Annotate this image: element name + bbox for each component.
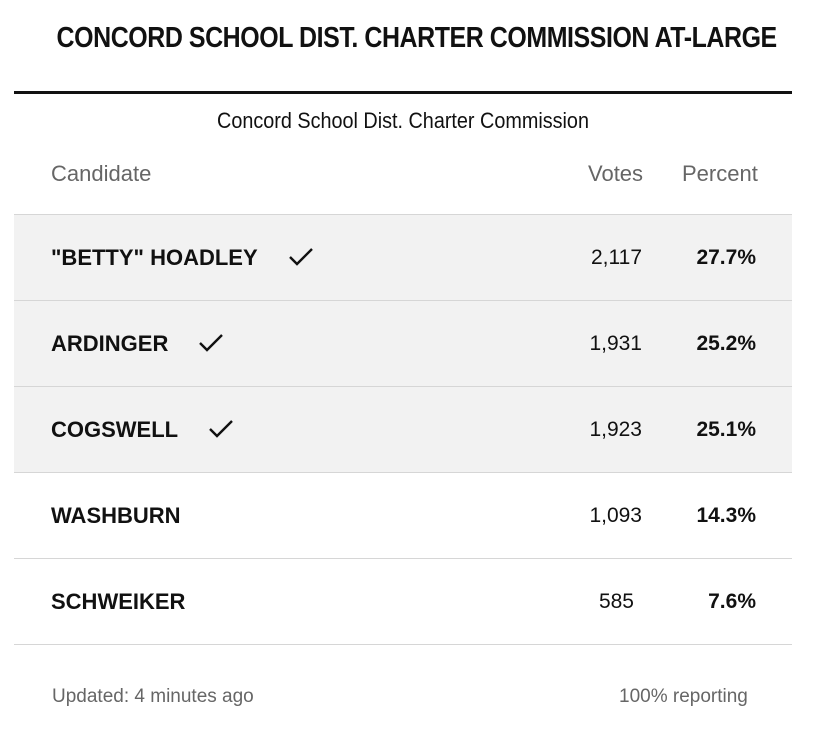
column-header-votes: Votes <box>588 161 644 186</box>
title-divider <box>14 91 792 94</box>
column-header-candidate: Candidate <box>51 161 152 186</box>
candidate-name-cell: COGSWELL <box>51 387 234 472</box>
percent-cell: 27.7% <box>696 246 756 269</box>
votes-cell: 1,093 <box>589 504 642 527</box>
updated-timestamp: Updated: 4 minutes ago <box>52 686 254 707</box>
table-row: ARDINGER 1,931 25.2% <box>14 300 792 386</box>
checkmark-icon <box>199 334 224 352</box>
column-header-percent: Percent <box>682 161 758 186</box>
percent-cell: 25.1% <box>696 418 756 441</box>
checkmark-icon <box>209 420 233 438</box>
table-row: "BETTY" HOADLEY 2,117 27.7% <box>14 214 792 300</box>
results-table: "BETTY" HOADLEY 2,117 27.7% ARDINGER 1,9… <box>14 214 792 645</box>
candidate-name: ARDINGER <box>51 331 169 356</box>
table-row: COGSWELL 1,923 25.1% <box>14 386 792 472</box>
candidate-name: SCHWEIKER <box>51 589 186 614</box>
candidate-name: COGSWELL <box>51 417 179 442</box>
percent-cell: 25.2% <box>696 332 756 355</box>
candidate-name-cell: WASHBURN <box>51 473 181 558</box>
votes-cell: 1,931 <box>589 332 642 355</box>
votes-cell: 585 <box>598 590 634 613</box>
candidate-name: "BETTY" HOADLEY <box>51 245 258 270</box>
reporting-status: 100% reporting <box>619 686 748 707</box>
candidate-name-cell: ARDINGER <box>51 301 224 386</box>
race-subtitle: Concord School Dist. Charter Commission <box>217 108 589 133</box>
candidate-name-cell: SCHWEIKER <box>51 559 185 644</box>
table-row: WASHBURN 1,093 14.3% <box>14 472 792 558</box>
candidate-name-cell: "BETTY" HOADLEY <box>51 215 314 300</box>
votes-cell: 2,117 <box>591 246 642 269</box>
checkmark-icon <box>288 248 313 266</box>
percent-cell: 7.6% <box>708 590 756 613</box>
candidate-name: WASHBURN <box>51 503 181 528</box>
table-row: SCHWEIKER 585 7.6% <box>14 558 792 645</box>
page-title: CONCORD SCHOOL DIST. CHARTER COMMISSION … <box>56 22 778 54</box>
votes-cell: 1,923 <box>589 418 642 441</box>
percent-cell: 14.3% <box>696 504 756 527</box>
